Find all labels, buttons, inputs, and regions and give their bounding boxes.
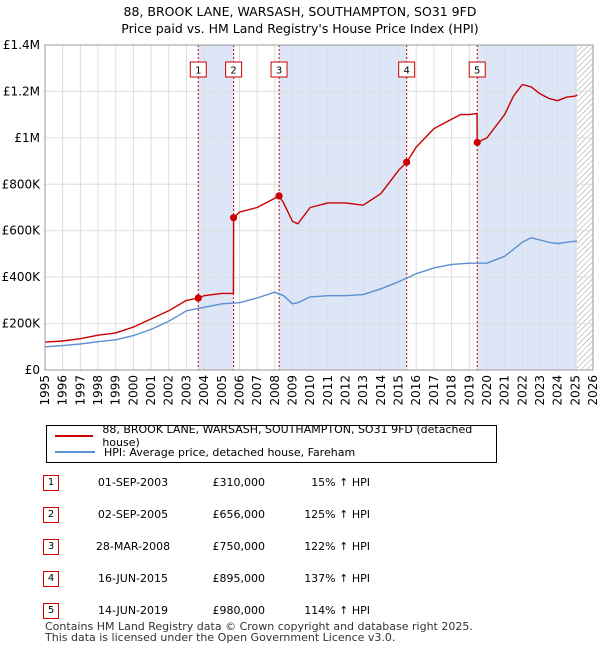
sale-price: £750,000 bbox=[212, 540, 266, 553]
x-tick-label: 2001 bbox=[144, 375, 158, 406]
y-tick-label: £1.4M bbox=[3, 38, 40, 52]
x-tick-label: 2000 bbox=[126, 375, 140, 406]
x-tick-label: 2015 bbox=[392, 375, 406, 406]
x-tick-label: 2007 bbox=[250, 375, 264, 406]
sale-number: 3 bbox=[43, 539, 59, 555]
y-tick-label: £800K bbox=[2, 177, 42, 191]
sale-marker-label: 1 bbox=[195, 66, 201, 77]
sale-point bbox=[230, 214, 238, 222]
sale-point bbox=[403, 158, 411, 166]
x-tick-label: 2013 bbox=[356, 375, 370, 406]
plot-frame bbox=[44, 44, 594, 371]
x-tick-label: 2021 bbox=[498, 375, 512, 406]
legend: 88, BROOK LANE, WARSASH, SOUTHAMPTON, SO… bbox=[46, 423, 497, 463]
sale-marker-box bbox=[225, 61, 243, 78]
sale-marker-label: 2 bbox=[230, 66, 236, 77]
x-tick-label: 2011 bbox=[321, 375, 335, 406]
chart-title: 88, BROOK LANE, WARSASH, SOUTHAMPTON, SO… bbox=[123, 4, 477, 19]
sale-number: 4 bbox=[43, 571, 59, 587]
x-tick-label: 2004 bbox=[197, 375, 211, 406]
sale-row: 2 02-SEP-2005 £656,000 125% ↑ HPI bbox=[0, 507, 600, 525]
x-tick-label: 2005 bbox=[215, 375, 229, 406]
y-tick-label: £600K bbox=[2, 224, 42, 238]
sale-number: 2 bbox=[43, 507, 59, 523]
x-tick-label: 2016 bbox=[409, 375, 423, 406]
x-tick-label: 2019 bbox=[462, 375, 476, 406]
x-tick-label: 2024 bbox=[551, 375, 565, 406]
x-tick-label: 2008 bbox=[268, 375, 282, 406]
sale-marker-box bbox=[189, 61, 207, 78]
sale-hpi: 137% ↑ HPI bbox=[304, 572, 370, 585]
x-tick-label: 2006 bbox=[232, 375, 246, 406]
x-tick-label: 1996 bbox=[56, 375, 70, 406]
sale-date: 14-JUN-2019 bbox=[97, 604, 169, 617]
x-tick-label: 2003 bbox=[179, 375, 193, 406]
x-tick-label: 2022 bbox=[515, 375, 529, 406]
x-tick-label: 2020 bbox=[480, 375, 494, 406]
y-tick-label: £400K bbox=[2, 270, 42, 284]
price-chart: 1 2 3 4 5 £0 £200K £400K £600K £800K £1M £1.2M £1.4… bbox=[2, 38, 600, 406]
legend-swatch-property bbox=[55, 435, 94, 437]
sale-marker-label: 5 bbox=[474, 66, 480, 77]
sale-hpi: 15% ↑ HPI bbox=[311, 476, 370, 489]
sale-row: 4 16-JUN-2015 £895,000 137% ↑ HPI bbox=[0, 571, 600, 589]
sale-row: 1 01-SEP-2003 £310,000 15% ↑ HPI bbox=[0, 475, 600, 493]
sale-row: 5 14-JUN-2019 £980,000 114% ↑ HPI bbox=[0, 603, 600, 621]
sale-hpi: 125% ↑ HPI bbox=[304, 508, 370, 521]
y-tick-label: £200K bbox=[2, 317, 42, 331]
y-tick-label: £1.2M bbox=[3, 84, 40, 98]
sale-hpi: 122% ↑ HPI bbox=[304, 540, 370, 553]
legend-label-property: 88, BROOK LANE, WARSASH, SOUTHAMPTON, SO… bbox=[102, 423, 473, 449]
sale-point bbox=[194, 294, 202, 302]
sale-marker-box bbox=[468, 61, 486, 78]
x-tick-label: 2023 bbox=[533, 375, 547, 406]
y-tick-label: £1M bbox=[14, 131, 40, 145]
sale-marker-label: 3 bbox=[276, 66, 282, 77]
sale-number: 1 bbox=[43, 475, 59, 491]
series-line-property bbox=[44, 83, 578, 343]
ownership-shade bbox=[198, 45, 234, 370]
x-tick-label: 2010 bbox=[303, 375, 317, 406]
sale-point bbox=[275, 192, 283, 200]
sale-marker-label: 4 bbox=[403, 66, 409, 77]
x-tick-label: 1997 bbox=[73, 375, 87, 406]
sale-row: 3 28-MAR-2008 £750,000 122% ↑ HPI bbox=[0, 539, 600, 557]
sale-date: 28-MAR-2008 bbox=[95, 540, 171, 553]
x-tick-label: 1995 bbox=[38, 375, 52, 406]
x-tick-label: 2012 bbox=[339, 375, 353, 406]
ownership-shade bbox=[279, 45, 407, 370]
x-tick-label: 2002 bbox=[162, 375, 176, 406]
sale-date: 02-SEP-2005 bbox=[97, 508, 169, 521]
sale-price: £980,000 bbox=[212, 604, 266, 617]
sale-price: £895,000 bbox=[212, 572, 266, 585]
x-tick-label: 2025 bbox=[568, 375, 582, 406]
sale-hpi: 114% ↑ HPI bbox=[304, 604, 370, 617]
sale-marker-box bbox=[270, 61, 288, 78]
x-tick-label: 2014 bbox=[374, 375, 388, 406]
legend-swatch-hpi bbox=[55, 451, 95, 453]
sale-date: 16-JUN-2015 bbox=[97, 572, 169, 585]
x-tick-label: 1998 bbox=[91, 375, 105, 406]
footer-licence: This data is licensed under the Open Gov… bbox=[45, 631, 396, 644]
series-line-hpi bbox=[44, 236, 578, 348]
legend-item-hpi: HPI: Average price, detached house, Fare… bbox=[55, 445, 355, 459]
chart-subtitle: Price paid vs. HM Land Registry's House … bbox=[121, 21, 479, 36]
sale-date: 01-SEP-2003 bbox=[97, 476, 169, 489]
forecast-hatch bbox=[577, 45, 593, 370]
y-tick-label: £0 bbox=[25, 363, 40, 377]
footer-copyright: Contains HM Land Registry data © Crown c… bbox=[45, 620, 473, 633]
sale-number: 5 bbox=[43, 603, 59, 619]
x-tick-label: 2026 bbox=[586, 375, 600, 406]
legend-label-hpi: HPI: Average price, detached house, Fare… bbox=[104, 445, 356, 459]
sale-marker-box bbox=[398, 61, 416, 78]
x-tick-label: 1999 bbox=[109, 375, 123, 406]
sale-price: £656,000 bbox=[212, 508, 266, 521]
x-tick-label: 2018 bbox=[445, 375, 459, 406]
x-tick-label: 2017 bbox=[427, 375, 441, 406]
x-tick-label: 2009 bbox=[285, 375, 299, 406]
sale-price: £310,000 bbox=[212, 476, 266, 489]
sale-point bbox=[473, 138, 481, 147]
legend-item-property: 88, BROOK LANE, WARSASH, SOUTHAMPTON, SO… bbox=[55, 423, 496, 449]
ownership-shade bbox=[477, 45, 578, 370]
